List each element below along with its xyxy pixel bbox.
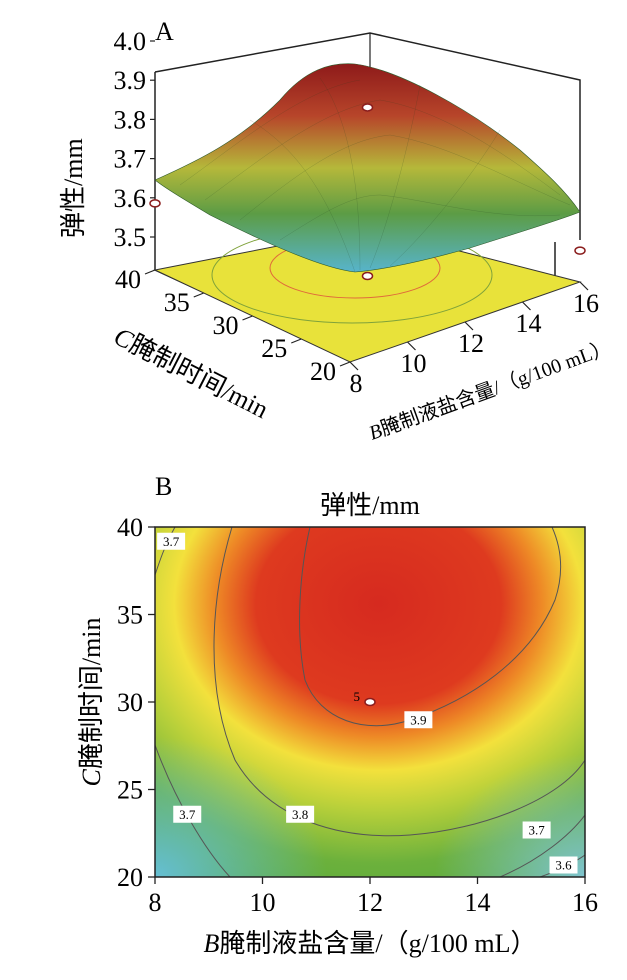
b-tick-label: 16 <box>573 289 599 318</box>
contour-3-7-right <box>499 814 585 877</box>
x-tick-label: 10 <box>250 888 276 917</box>
x-tick-label: 14 <box>465 888 491 917</box>
c-tick-label: 40 <box>115 265 141 294</box>
contour-label: 3.7 <box>163 534 180 549</box>
b-tick-label: 8 <box>350 369 363 398</box>
x-tick-label: 16 <box>572 888 598 917</box>
x-axis-title: B腌制液盐含量/（g/100 mL） <box>204 929 537 958</box>
center-point: 5 <box>354 689 376 707</box>
z-tick-label: 4.0 <box>114 27 147 56</box>
design-point-label: 5 <box>354 689 361 704</box>
y-tick-label: 20 <box>117 863 143 892</box>
b-tick-mark <box>407 341 416 351</box>
response-surface <box>154 63 581 273</box>
design-point <box>361 271 374 281</box>
heatmap <box>155 527 585 877</box>
panel-b: B 弹性/mm 3.7 3.7 3.8 3.9 3.7 3.6 5 8 10 12 14 16 2… <box>77 472 598 958</box>
z-tick-label: 3.9 <box>114 66 147 95</box>
surface-points <box>149 103 586 281</box>
panel-b-label: B <box>155 472 172 501</box>
b-axis: 8 10 12 14 16 <box>349 281 599 398</box>
c-tick-label: 20 <box>310 357 336 386</box>
z-tick-label: 3.8 <box>114 105 147 134</box>
y-tick-label: 35 <box>117 601 143 630</box>
contour-label-bg <box>549 856 578 874</box>
contour-label-bg <box>157 532 186 550</box>
b-tick-label: 12 <box>458 329 484 358</box>
design-point <box>364 697 376 707</box>
b-tick-mark <box>579 281 589 291</box>
z-tick-label: 3.5 <box>114 223 147 252</box>
y-tick-label: 40 <box>117 513 143 542</box>
c-axis-title: C腌制时间/min <box>109 322 273 425</box>
c-tick-mark <box>291 338 302 344</box>
x-axis: 8 10 12 14 16 <box>149 877 598 917</box>
contour-label: 3.8 <box>292 807 308 822</box>
box-frame-back <box>154 32 581 240</box>
y-tick-label: 25 <box>117 776 143 805</box>
b-tick-mark <box>522 301 531 311</box>
contour-label: 3.9 <box>410 712 426 727</box>
panel-a: A 3.5 3.6 3.7 3.8 3.9 4.0 弹性/mm 20 25 30 35 40 <box>59 17 614 445</box>
c-tick-label: 25 <box>261 334 287 363</box>
x-tick-label: 12 <box>357 888 383 917</box>
panel-a-label: A <box>155 17 174 46</box>
contour-label-bg <box>522 821 551 839</box>
contour-label-bg <box>404 711 433 729</box>
y-tick-label: 30 <box>117 688 143 717</box>
c-axis: 20 25 30 35 40 <box>115 265 351 386</box>
c-tick-mark <box>339 361 351 367</box>
surface-mesh <box>179 77 571 273</box>
z-axis-title: 弹性/mm <box>59 138 88 238</box>
c-tick-mark <box>193 292 204 298</box>
x-tick-label: 8 <box>149 888 162 917</box>
c-tick-mark <box>144 269 156 275</box>
y-axis-title: C腌制时间/min <box>77 617 106 786</box>
y-axis: 20 25 30 35 40 <box>117 513 155 892</box>
contour-label-bg <box>286 805 315 823</box>
b-tick-label: 10 <box>401 349 427 378</box>
contour-label-bg <box>173 805 202 823</box>
contour-label: 3.7 <box>529 823 546 838</box>
contour-label: 3.6 <box>555 858 572 873</box>
b-tick-label: 14 <box>516 309 542 338</box>
contour-labels: 3.7 3.7 3.8 3.9 3.7 3.6 <box>157 532 578 874</box>
design-point <box>361 103 374 112</box>
c-tick-label: 35 <box>164 288 190 317</box>
c-tick-mark <box>242 315 253 321</box>
z-tick-label: 3.7 <box>114 145 147 174</box>
contour-3-7-topleft <box>155 527 176 576</box>
design-point <box>149 199 161 208</box>
b-tick-mark <box>349 361 359 371</box>
contour-title: 弹性/mm <box>320 491 420 520</box>
z-axis: 3.5 3.6 3.7 3.8 3.9 4.0 <box>114 27 155 252</box>
c-tick-label: 30 <box>213 311 239 340</box>
z-tick-label: 3.6 <box>114 184 147 213</box>
design-point <box>574 246 586 255</box>
b-tick-mark <box>464 321 474 331</box>
contour-label: 3.7 <box>179 807 196 822</box>
